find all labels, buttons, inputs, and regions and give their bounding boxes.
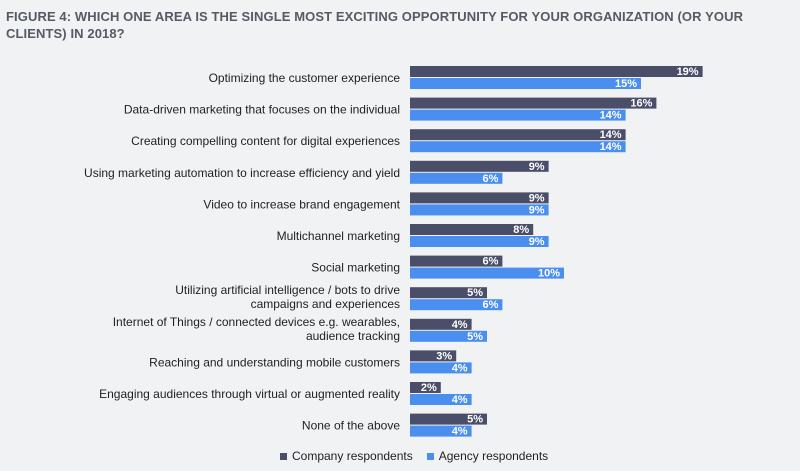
bar-company — [410, 224, 534, 235]
bar-agency — [410, 141, 626, 153]
bar-company — [410, 255, 503, 267]
bar-company — [410, 97, 657, 109]
category-label: Optimizing the customer experience — [209, 71, 401, 85]
value-label-company: 9% — [529, 192, 545, 204]
value-label-company: 5% — [467, 414, 483, 426]
value-label-agency: 15% — [615, 78, 637, 90]
bar-agency — [410, 109, 626, 121]
bar-agency — [410, 78, 641, 89]
bar-agency — [410, 299, 503, 311]
category-label: Reaching and understanding mobile custom… — [149, 355, 400, 369]
bar-agency — [410, 172, 503, 184]
bar-agency — [410, 394, 472, 405]
value-label-agency: 9% — [529, 204, 545, 216]
category-label-line: Reaching and understanding mobile custom… — [149, 355, 400, 369]
bar-company — [410, 66, 703, 77]
value-label-agency: 5% — [467, 331, 483, 343]
value-label-company: 3% — [436, 350, 452, 362]
category-label: Using marketing automation to increase e… — [84, 166, 400, 180]
bar-company — [410, 318, 472, 330]
value-label-company: 4% — [452, 319, 468, 331]
value-label-company: 2% — [421, 382, 437, 394]
bar-agency — [410, 362, 472, 374]
category-label: Data-driven marketing that focuses on th… — [124, 103, 400, 117]
legend-item-agency: Agency respondents — [426, 449, 549, 463]
value-label-agency: 6% — [482, 173, 498, 185]
category-label-line: Utilizing artificial intelligence / bots… — [175, 283, 400, 297]
value-label-company: 16% — [630, 98, 652, 110]
bars-group: Optimizing the customer experience 19% 15%… — [84, 66, 703, 438]
bar-company — [410, 350, 457, 362]
bar-company — [410, 192, 549, 204]
category-label: Multichannel marketing — [277, 229, 400, 243]
value-label-agency: 4% — [452, 394, 468, 406]
category-label-line: Internet of Things / connected devices e… — [113, 315, 400, 329]
category-label: Internet of Things / connected devices e… — [113, 315, 400, 343]
bar-agency — [410, 236, 549, 247]
category-label-line: Data-driven marketing that focuses on th… — [124, 103, 400, 117]
bar-agency — [410, 330, 487, 342]
value-label-agency: 10% — [538, 268, 560, 280]
legend: Company respondents Agency respondents — [280, 449, 548, 463]
bar-company — [410, 382, 441, 393]
value-label-agency: 14% — [600, 110, 622, 122]
bar-agency — [410, 425, 472, 437]
bar-company — [410, 160, 549, 172]
category-label-line: audience tracking — [306, 329, 400, 343]
value-label-company: 14% — [600, 129, 622, 141]
value-label-company: 19% — [677, 66, 699, 78]
chart-title: FIGURE 4: WHICH ONE AREA IS THE SINGLE M… — [6, 9, 744, 41]
value-label-company: 9% — [529, 161, 545, 173]
value-label-company: 6% — [482, 256, 498, 268]
category-label: Social marketing — [311, 261, 400, 275]
category-label-line: Using marketing automation to increase e… — [84, 166, 400, 180]
value-label-agency: 4% — [452, 362, 468, 374]
category-label-line: Video to increase brand engagement — [203, 197, 400, 211]
bar-agency — [410, 204, 549, 216]
value-label-agency: 9% — [529, 236, 545, 248]
bar-company — [410, 129, 626, 141]
value-label-agency: 14% — [600, 141, 622, 153]
category-label-line: Social marketing — [311, 261, 400, 275]
category-label-line: None of the above — [302, 419, 400, 433]
bar-company — [410, 413, 487, 425]
value-label-agency: 4% — [452, 426, 468, 438]
category-label: None of the above — [302, 419, 400, 433]
category-label-line: Engaging audiences through virtual or au… — [99, 387, 400, 401]
legend-label-agency: Agency respondents — [438, 449, 549, 463]
category-label: Utilizing artificial intelligence / bots… — [175, 283, 400, 311]
legend-item-company: Company respondents — [280, 449, 413, 463]
value-label-company: 5% — [467, 287, 483, 299]
bar-agency — [410, 267, 564, 279]
value-label-agency: 6% — [482, 299, 498, 311]
category-label-line: campaigns and experiences — [251, 297, 400, 311]
bar-company — [410, 287, 487, 299]
legend-label-company: Company respondents — [292, 449, 413, 463]
legend-swatch-agency — [426, 452, 434, 460]
legend-swatch-company — [280, 452, 287, 460]
category-label: Video to increase brand engagement — [203, 197, 400, 211]
value-label-company: 8% — [513, 224, 529, 236]
category-label-line: Creating compelling content for digital … — [131, 134, 400, 148]
category-label: Engaging audiences through virtual or au… — [99, 387, 400, 401]
category-label-line: Optimizing the customer experience — [209, 71, 401, 85]
category-label-line: Multichannel marketing — [277, 229, 400, 243]
category-label: Creating compelling content for digital … — [131, 134, 400, 148]
